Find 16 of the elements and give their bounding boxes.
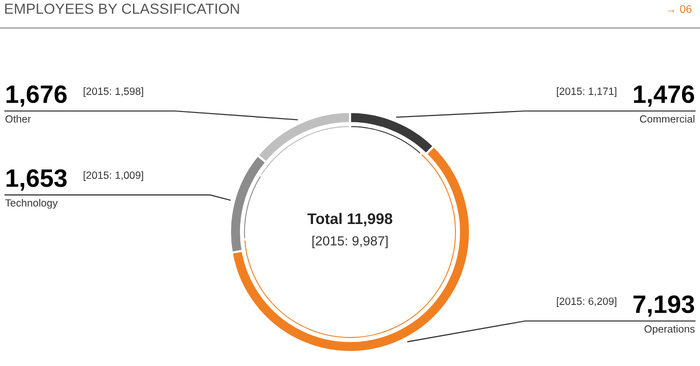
text: [2015: 1,598] — [84, 87, 144, 97]
data-label: 1,676 — [6, 85, 67, 107]
text: → 06 — [668, 5, 692, 13]
data-label: 1,476 — [634, 85, 694, 107]
text: [2015: 6,209] — [556, 297, 616, 307]
slice-label: Operations — [644, 325, 695, 335]
data-label: 1,653 — [6, 169, 67, 191]
slice-label: Commercial — [640, 115, 694, 123]
slice-label: Technology — [5, 198, 58, 209]
text: [2015: 9,987] — [312, 236, 388, 248]
text: [2015: 1,171] — [556, 87, 616, 97]
chart-title: EMPLOYEES BY CLASSIFICATION — [5, 4, 239, 14]
slice-label: Other — [5, 115, 31, 123]
text: [2015: 1,009] — [84, 171, 144, 181]
data-label: 7,193 — [634, 295, 694, 317]
text: Total 11,998 — [307, 212, 392, 226]
